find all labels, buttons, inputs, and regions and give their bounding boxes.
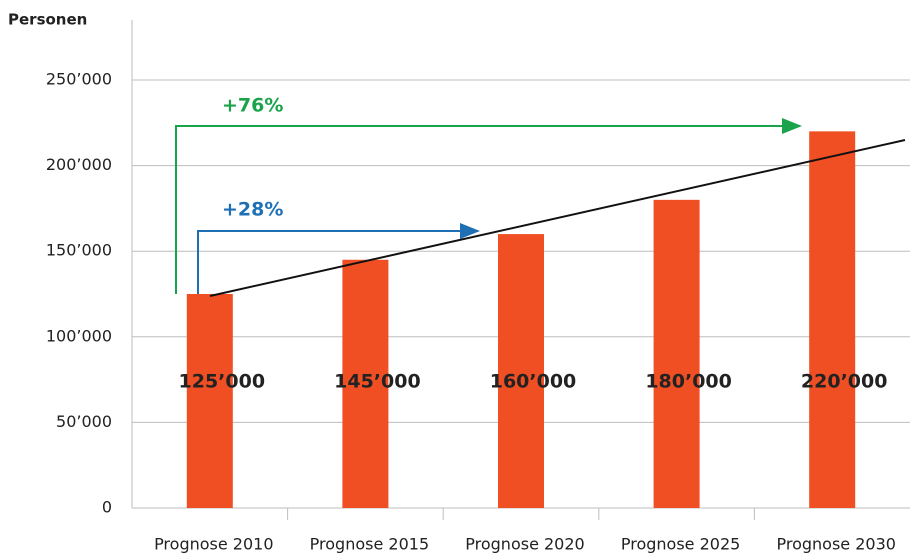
y-tick-label: 150’000 xyxy=(46,241,112,260)
bar xyxy=(498,234,544,508)
x-tick-label: Prognose 2025 xyxy=(621,535,740,554)
x-tick-label: Prognose 2010 xyxy=(154,535,273,554)
growth-arrow xyxy=(175,118,802,294)
x-tick-label: Prognose 2030 xyxy=(776,535,895,554)
y-tick-label: 50’000 xyxy=(56,412,112,431)
value-label: 160’000 xyxy=(490,371,577,393)
trend-line xyxy=(209,139,906,297)
growth-arrow xyxy=(197,223,480,294)
annotation: +28% xyxy=(222,199,283,221)
bar xyxy=(342,259,389,508)
value-label: 125’000 xyxy=(179,371,266,393)
bar xyxy=(809,131,856,509)
y-tick-label: 200’000 xyxy=(46,155,112,174)
y-tick-label: 0 xyxy=(102,498,112,517)
x-tick-label: Prognose 2015 xyxy=(310,535,429,554)
value-label: 145’000 xyxy=(334,371,421,393)
value-label: 180’000 xyxy=(645,371,732,393)
annotation: +76% xyxy=(222,95,283,117)
value-label: 220’000 xyxy=(801,371,888,393)
y-tick-label: 250’000 xyxy=(46,70,112,89)
bar xyxy=(186,294,233,508)
bar xyxy=(653,199,700,508)
y-axis-label: Personen xyxy=(8,11,87,29)
y-tick-label: 100’000 xyxy=(46,326,112,345)
x-tick-label: Prognose 2020 xyxy=(465,535,584,554)
